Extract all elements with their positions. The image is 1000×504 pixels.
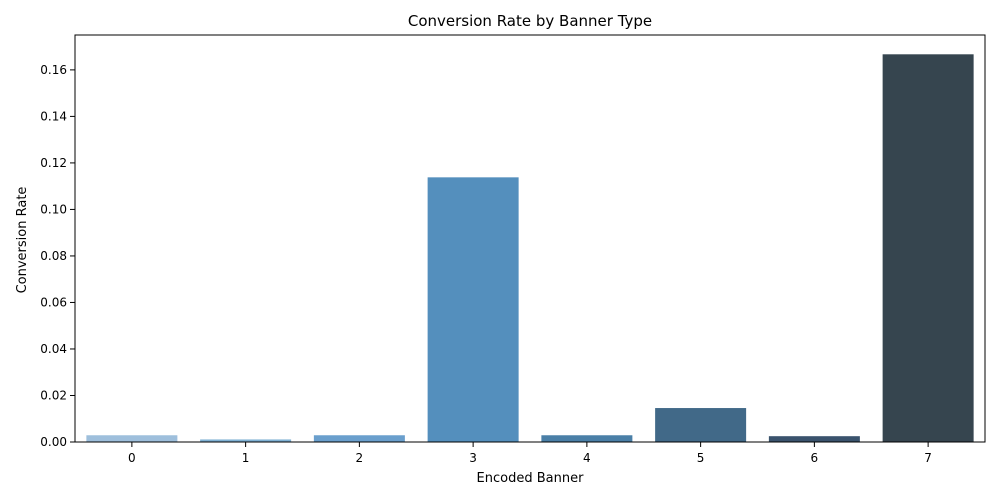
x-tick-label-2: 2 (356, 451, 364, 465)
x-tick-label-5: 5 (697, 451, 705, 465)
y-axis: 0.00 0.02 0.04 0.06 0.08 0.10 0.12 0.14 0.16 (40, 63, 75, 449)
y-tick-label-0.10: 0.10 (40, 202, 67, 216)
y-tick-label-0.08: 0.08 (40, 249, 67, 263)
y-tick-label-0.12: 0.12 (40, 156, 67, 170)
y-tick-label-0.02: 0.02 (40, 388, 67, 402)
bar-2 (313, 435, 405, 442)
chart-title: Conversion Rate by Banner Type (408, 12, 652, 30)
x-tick-label-0: 0 (128, 451, 136, 465)
x-tick-label-4: 4 (583, 451, 591, 465)
bar-0 (86, 435, 178, 442)
plot-frame (74, 34, 986, 443)
y-tick-label-0.04: 0.04 (40, 342, 67, 356)
x-tick-label-6: 6 (811, 451, 819, 465)
y-tick-label-0.14: 0.14 (40, 109, 67, 123)
bars-group (86, 54, 974, 442)
bar-6 (768, 436, 860, 442)
bar-7 (882, 54, 974, 442)
x-axis: 0 1 2 3 4 5 6 7 (128, 442, 932, 465)
y-tick-label-0.16: 0.16 (40, 63, 67, 77)
bar-1 (200, 439, 292, 442)
x-axis-label: Encoded Banner (477, 471, 585, 486)
x-tick-label-7: 7 (924, 451, 932, 465)
bar-5 (655, 408, 747, 442)
bar-4 (541, 435, 633, 442)
x-tick-label-3: 3 (469, 451, 477, 465)
y-tick-label-0.06: 0.06 (40, 295, 67, 309)
y-axis-label: Conversion Rate (15, 187, 30, 294)
x-tick-label-1: 1 (242, 451, 250, 465)
bar-3 (427, 177, 519, 442)
y-tick-label-0.00: 0.00 (40, 435, 67, 449)
